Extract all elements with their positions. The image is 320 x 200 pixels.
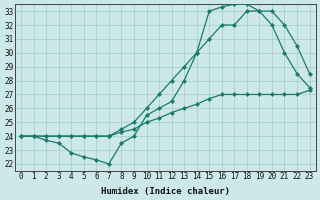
X-axis label: Humidex (Indice chaleur): Humidex (Indice chaleur)	[101, 187, 230, 196]
